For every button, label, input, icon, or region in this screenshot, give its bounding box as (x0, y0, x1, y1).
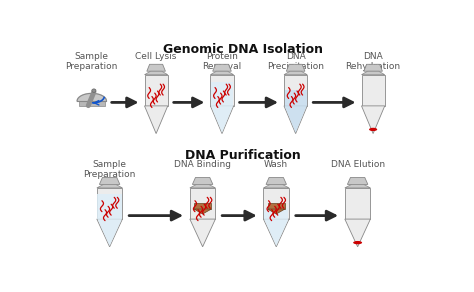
Bar (267, 204, 285, 209)
Polygon shape (286, 64, 305, 71)
Polygon shape (362, 71, 385, 75)
Bar (211, 83, 233, 106)
Text: Sample
Preparation: Sample Preparation (65, 52, 118, 71)
Bar (284, 90, 307, 106)
Bar (362, 75, 385, 106)
Polygon shape (345, 219, 370, 247)
Text: DNA Purification: DNA Purification (185, 149, 301, 162)
Text: DNA
Precipitation: DNA Precipitation (267, 52, 324, 71)
Polygon shape (147, 64, 165, 71)
Polygon shape (345, 185, 370, 188)
Ellipse shape (353, 241, 362, 244)
Bar (194, 204, 211, 209)
Polygon shape (284, 106, 307, 134)
Polygon shape (264, 219, 288, 246)
Bar (98, 194, 122, 219)
Bar (210, 75, 234, 106)
Polygon shape (97, 219, 122, 247)
Text: DNA Elution: DNA Elution (330, 160, 385, 169)
Polygon shape (362, 106, 385, 134)
Bar (345, 188, 370, 219)
Polygon shape (364, 64, 383, 71)
Bar (145, 75, 168, 106)
Polygon shape (210, 106, 234, 134)
Text: DNA
Rehydration: DNA Rehydration (346, 52, 401, 71)
Polygon shape (192, 178, 213, 185)
Text: Protein
Removal: Protein Removal (202, 52, 242, 71)
Polygon shape (347, 178, 368, 185)
Polygon shape (194, 209, 211, 214)
Polygon shape (145, 106, 168, 134)
Polygon shape (284, 106, 307, 133)
Polygon shape (145, 71, 168, 75)
Bar (264, 208, 288, 219)
Polygon shape (190, 219, 215, 247)
Polygon shape (267, 209, 285, 214)
Text: Cell Lysis: Cell Lysis (136, 52, 177, 61)
Polygon shape (211, 106, 233, 133)
Bar (264, 188, 289, 219)
Bar (97, 188, 122, 219)
Text: Sample
Preparation: Sample Preparation (83, 160, 136, 179)
Bar (79, 101, 105, 106)
Polygon shape (97, 185, 122, 188)
Polygon shape (266, 178, 286, 185)
Polygon shape (264, 219, 289, 247)
Polygon shape (77, 93, 107, 101)
Bar (190, 188, 215, 219)
Ellipse shape (92, 89, 96, 92)
Polygon shape (264, 185, 289, 188)
Polygon shape (190, 185, 215, 188)
Polygon shape (98, 219, 122, 246)
Polygon shape (100, 178, 120, 185)
Text: Wash: Wash (264, 160, 288, 169)
Bar (284, 75, 307, 106)
Text: Genomic DNA Isolation: Genomic DNA Isolation (163, 43, 323, 56)
Polygon shape (284, 71, 307, 75)
Ellipse shape (369, 128, 377, 131)
Polygon shape (213, 64, 231, 71)
Text: DNA Binding: DNA Binding (174, 160, 231, 169)
Polygon shape (210, 71, 234, 75)
